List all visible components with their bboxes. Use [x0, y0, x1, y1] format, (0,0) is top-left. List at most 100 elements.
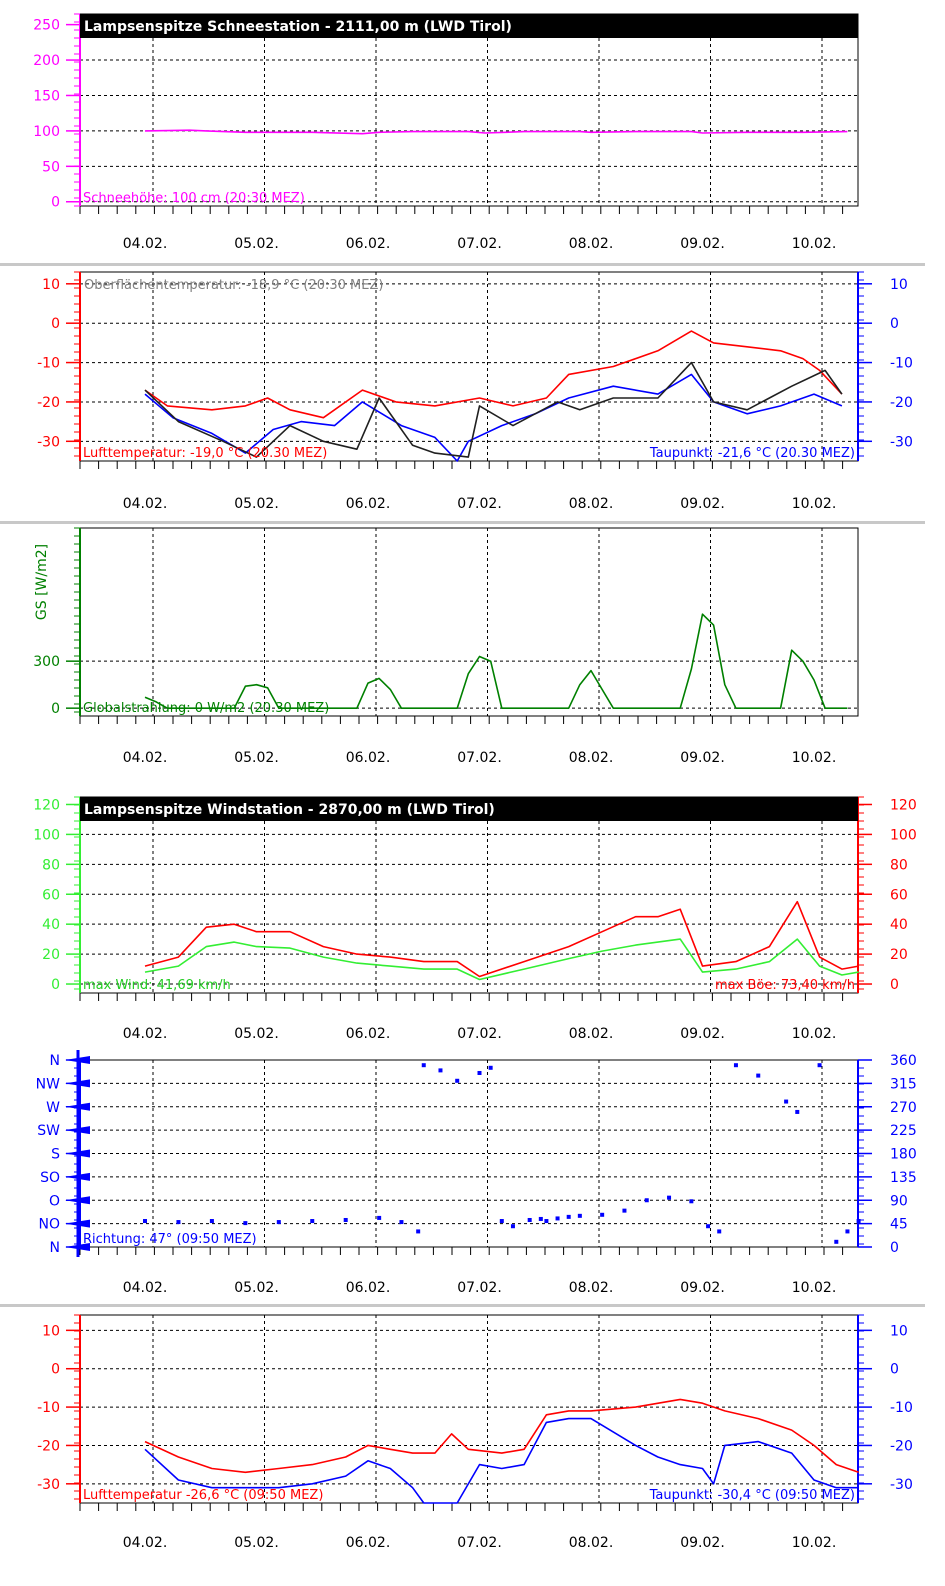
date-label: 06.02.: [346, 1535, 391, 1551]
date-label: 07.02.: [457, 1535, 502, 1551]
date-label: 10.02.: [792, 1026, 837, 1042]
direction-point: [784, 1099, 789, 1104]
date-label: 07.02.: [457, 1280, 502, 1296]
y-tick-label-left: 10: [42, 1323, 60, 1339]
y-tick-label-right: -10: [890, 1400, 913, 1416]
info-label-left: Lufttemperatur -26,6 °C (09:50 MEZ): [83, 1488, 323, 1503]
info-label-left: max Wind: 41,69 km/h: [83, 978, 231, 993]
direction-point: [499, 1219, 504, 1224]
date-label: 05.02.: [234, 1026, 279, 1042]
date-label: 09.02.: [680, 1280, 725, 1296]
series-line-red: [144, 1398, 859, 1474]
direction-point: [756, 1073, 761, 1078]
direction-point: [706, 1224, 711, 1229]
direction-point: [143, 1219, 147, 1224]
date-label: 05.02.: [234, 750, 279, 766]
date-label: 10.02.: [792, 496, 837, 512]
direction-point: [438, 1068, 443, 1073]
info-label-right: Taupunkt: -21,6 °C (20.30 MEZ): [649, 446, 855, 461]
y-tick-label-left: SO: [40, 1170, 60, 1186]
y-tick-label-left: 80: [42, 857, 60, 873]
y-tick-label-right: 100: [890, 827, 917, 843]
date-label: 08.02.: [569, 236, 614, 252]
direction-point: [555, 1216, 560, 1221]
date-label: 08.02.: [569, 496, 614, 512]
direction-point: [209, 1219, 214, 1224]
direction-point: [566, 1214, 571, 1219]
plot-frame: [79, 1314, 859, 1504]
y-tick-label-left: N: [50, 1053, 60, 1069]
date-label: 04.02.: [123, 236, 168, 252]
y-tick-label-right: 0: [890, 1362, 899, 1378]
plot-frame: [79, 271, 859, 462]
direction-point: [538, 1216, 543, 1221]
date-label: 05.02.: [234, 496, 279, 512]
date-label: 05.02.: [234, 1535, 279, 1551]
y-tick-label-right: 60: [890, 887, 908, 903]
y-tick-label-right: 0: [890, 316, 899, 332]
y-tick-label-right: 10: [890, 1323, 908, 1339]
series-line-magenta: [144, 129, 848, 135]
series-line-darkgreen: [144, 613, 848, 709]
y-axis-label: GS [W/m2]: [34, 544, 50, 620]
y-tick-label-left: -20: [37, 1438, 60, 1454]
direction-point: [667, 1195, 672, 1200]
y-tick-label-right: 270: [890, 1100, 917, 1116]
info-label-left: Lufttemperatur: -19,0 °C (20.30 MEZ): [83, 446, 327, 461]
y-tick-label-right: -20: [890, 1438, 913, 1454]
date-label: 07.02.: [457, 750, 502, 766]
y-tick-label-left: -20: [37, 395, 60, 411]
date-label: 10.02.: [792, 1280, 837, 1296]
date-label: 04.02.: [123, 1280, 168, 1296]
date-label: 08.02.: [569, 1535, 614, 1551]
direction-point: [510, 1224, 515, 1229]
direction-point: [689, 1199, 694, 1204]
y-tick-label-left: SW: [37, 1123, 60, 1139]
date-label: 08.02.: [569, 750, 614, 766]
date-label: 09.02.: [680, 750, 725, 766]
date-label: 07.02.: [457, 496, 502, 512]
y-tick-label-left: 300: [33, 654, 60, 670]
direction-point: [176, 1220, 181, 1225]
panel-separator: [0, 263, 925, 266]
y-tick-label-right: -30: [890, 434, 913, 450]
series-line-blue: [144, 373, 843, 462]
direction-point: [243, 1221, 248, 1226]
surface-temp-label: Oberflächentemperatur: -18,9 °C (20:30 M…: [84, 278, 383, 293]
y-tick-label-left: -30: [37, 434, 60, 450]
chart-panel-6: 10 10 0 0 -10 -10 -20 -20 -30 -30 Lufttemperatur -…: [37, 1314, 913, 1551]
y-tick-label-left: 0: [51, 701, 60, 717]
date-label: 05.02.: [234, 1280, 279, 1296]
direction-point: [455, 1078, 460, 1083]
date-label: 06.02.: [346, 1026, 391, 1042]
y-tick-label-left: 200: [33, 53, 60, 69]
info-label-right: max Böe: 73,40 km/h: [715, 978, 855, 993]
y-tick-label-right: 360: [890, 1053, 917, 1069]
plot-frame: [79, 13, 859, 207]
date-label: 06.02.: [346, 1280, 391, 1296]
info-label-left: Globalstrahlung: 0 W/m2 (20.30 MEZ): [83, 701, 329, 716]
chart-title: Lampsenspitze Schneestation - 2111,00 m …: [84, 19, 512, 35]
y-tick-label-right: 80: [890, 857, 908, 873]
info-label-left: Schneehöhe: 100 cm (20:30 MEZ): [83, 191, 305, 206]
y-tick-label-left: W: [46, 1100, 60, 1116]
direction-point: [834, 1239, 839, 1244]
direction-point: [399, 1220, 404, 1225]
y-tick-label-right: 120: [890, 797, 917, 813]
series-line-green: [144, 938, 859, 981]
direction-point: [644, 1198, 649, 1203]
date-label: 05.02.: [234, 236, 279, 252]
series-line-blue: [144, 1417, 859, 1504]
date-label: 06.02.: [346, 236, 391, 252]
panel-separator: [0, 521, 925, 524]
date-label: 08.02.: [569, 1280, 614, 1296]
series-line-red: [144, 330, 843, 419]
direction-point: [845, 1229, 850, 1234]
y-tick-label-right: 315: [890, 1076, 917, 1092]
series-line-darkgray: [144, 361, 843, 458]
y-tick-label-left: -10: [37, 356, 60, 372]
y-tick-label-right: 20: [890, 947, 908, 963]
direction-point: [622, 1208, 627, 1213]
direction-point: [421, 1063, 426, 1068]
